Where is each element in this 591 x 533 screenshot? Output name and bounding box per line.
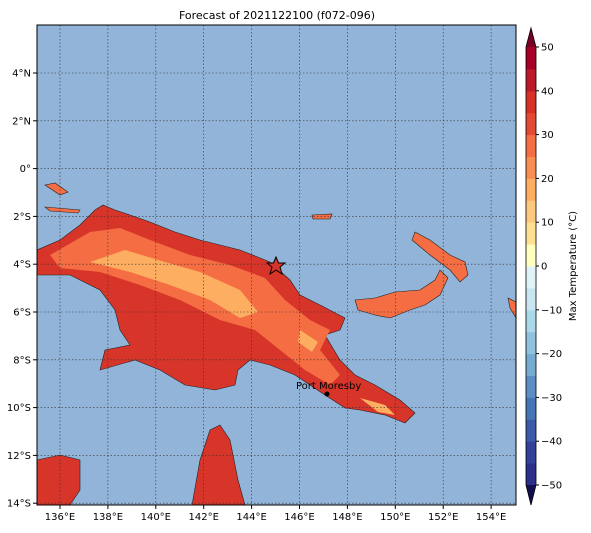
x-tick-label: 148°E	[332, 512, 362, 523]
yapen	[44, 206, 81, 214]
x-tick-label: 140°E	[141, 512, 171, 523]
x-tick-label: 152°E	[428, 512, 458, 523]
colorbar-tick-label: 10	[541, 218, 554, 229]
colorbar-band	[526, 178, 536, 201]
colorbar-tick-label: 20	[541, 174, 554, 185]
colorbar-label: Max Temperature (°C)	[568, 211, 579, 321]
x-tick-label: 136°E	[45, 512, 75, 523]
x-tick-label: 144°E	[236, 512, 266, 523]
colorbar-extend	[526, 28, 536, 47]
new-britain	[354, 269, 449, 319]
x-tick-label: 138°E	[93, 512, 123, 523]
map-frame	[36, 24, 517, 506]
colorbar-extend	[526, 485, 536, 505]
australia-west	[37, 454, 81, 505]
colorbar-band	[526, 463, 536, 486]
city-marker	[324, 391, 330, 397]
contour	[360, 398, 395, 415]
colorbar-band	[526, 331, 536, 355]
colorbar-tick-label: −50	[541, 481, 562, 492]
colorbar-band	[526, 112, 536, 136]
new-ireland	[411, 231, 469, 283]
map-area: Port Moresby	[37, 25, 516, 505]
colorbar-band	[526, 266, 536, 289]
contour	[298, 330, 318, 352]
colorbar: 50 40 30 20 10 0 −10 −20 −30 −40 −50	[525, 26, 562, 506]
y-tick-label: 2°N	[12, 116, 31, 127]
colorbar-tick-label: 30	[541, 130, 554, 141]
star-marker	[265, 255, 287, 276]
x-tick-label: 154°E	[476, 512, 506, 523]
colorbar-band	[526, 309, 536, 333]
y-tick-label: 2°S	[13, 212, 31, 223]
bougainville	[507, 297, 516, 319]
y-tick-label: 8°S	[13, 355, 31, 366]
title: Forecast of 2021122100 (f072-096)	[179, 9, 375, 22]
colorbar-tick-label: −10	[541, 305, 562, 316]
colorbar-tick-label: −20	[541, 349, 562, 360]
colorbar-tick-label: −40	[541, 437, 562, 448]
colorbar-tick-label: 0	[541, 262, 547, 273]
y-tick-label: 4°S	[13, 260, 31, 271]
colorbar-band	[526, 134, 536, 157]
colorbar-band	[526, 287, 536, 311]
y-tick-label: 0°	[20, 164, 31, 175]
colorbar-band	[526, 156, 536, 179]
colorbar-band	[526, 200, 536, 223]
colorbar-band	[526, 90, 536, 114]
y-tick-label: 12°S	[7, 451, 31, 462]
colorbar-band	[526, 375, 536, 398]
colorbar-tick-label: 40	[541, 86, 554, 97]
x-tick-label: 146°E	[284, 512, 314, 523]
y-tick-label: 6°S	[13, 308, 31, 319]
city-label: Port Moresby	[296, 381, 361, 392]
contour	[90, 250, 258, 318]
colorbar-tick-label: −30	[541, 393, 562, 404]
colorbar-band	[526, 397, 536, 420]
colorbar-band	[526, 47, 536, 70]
x-tick-label: 150°E	[380, 512, 410, 523]
temperature-contours	[50, 228, 395, 415]
colorbar-band	[526, 222, 536, 245]
colorbar-band	[526, 244, 536, 267]
colorbar-band	[526, 353, 536, 376]
colorbar-band	[526, 441, 536, 464]
cape-york	[191, 424, 246, 505]
colorbar-band	[526, 419, 536, 442]
y-tick-label: 10°S	[7, 403, 31, 414]
colorbar-band	[526, 68, 536, 92]
biak	[44, 182, 69, 196]
x-tick-label: 142°E	[188, 512, 218, 523]
y-tick-label: 4°N	[12, 69, 31, 80]
y-tick-label: 14°S	[7, 499, 31, 510]
grid	[37, 25, 516, 505]
colorbar-tick-label: 50	[541, 43, 554, 54]
